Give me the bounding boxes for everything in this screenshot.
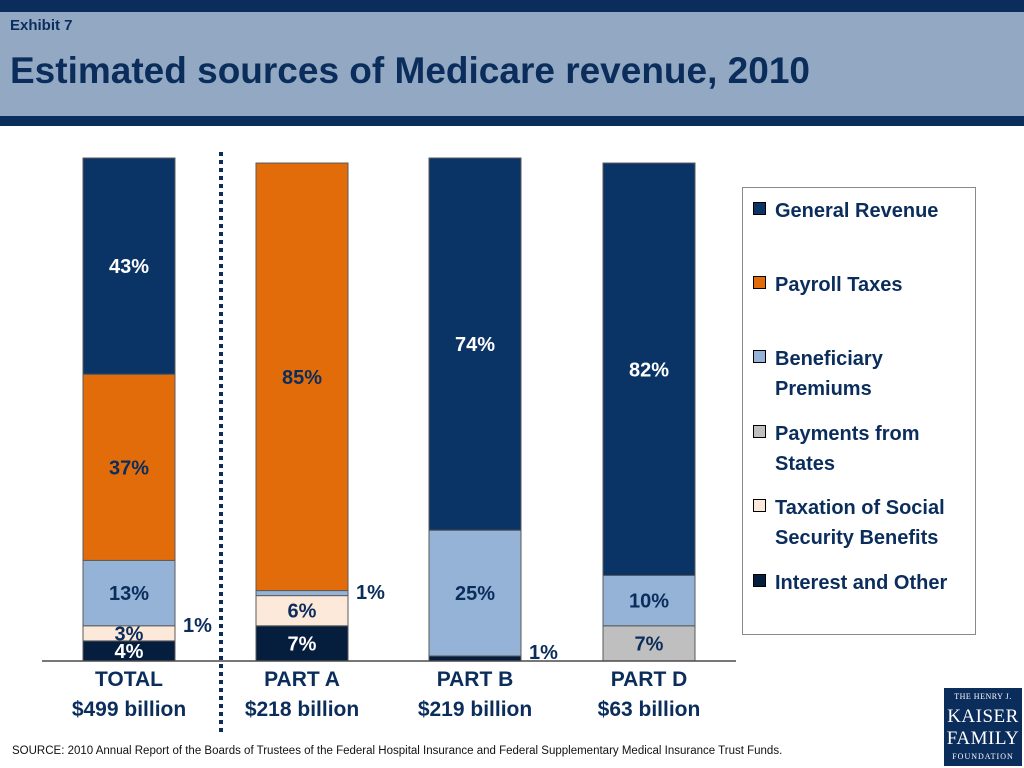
- x-tick-label: PART A: [264, 668, 340, 691]
- data-label: 3%: [115, 623, 144, 645]
- bar-segment: [82, 373, 176, 561]
- data-label: 13%: [109, 583, 149, 605]
- bar-segment: [602, 625, 696, 662]
- legend-item-payroll-taxes: Payroll Taxes: [753, 270, 975, 300]
- legend-item-payments-from-states: Payments from States: [753, 419, 975, 479]
- legend-item-taxation-of-social-security: Taxation of Social Security Benefits: [753, 493, 975, 553]
- bar-segment: [428, 157, 522, 531]
- logo-line: FOUNDATION: [952, 752, 1014, 761]
- page-title: Estimated sources of Medicare revenue, 2…: [10, 50, 810, 91]
- legend-label: Beneficiary Premiums: [775, 348, 883, 400]
- bar-segment: [255, 162, 349, 592]
- data-label: 85%: [282, 367, 322, 389]
- data-label: 43%: [109, 256, 149, 278]
- legend-swatch: [753, 574, 766, 587]
- legend-label: Interest and Other: [775, 572, 948, 594]
- stacked-bar-chart: 4%3% 13% 37% 43% 7% 6% 85% 25% 74% 7% 10% 82% 1% 1% 1%…: [42, 152, 736, 732]
- outside-data-label: 1%: [356, 582, 385, 604]
- outside-data-label: 1%: [529, 642, 558, 664]
- bar-segment: [255, 595, 349, 627]
- logo-line: FAMILY: [946, 728, 1020, 749]
- header-band: [0, 12, 1024, 116]
- legend-label: Payroll Taxes: [775, 274, 903, 296]
- bar-segment: [255, 590, 349, 597]
- legend-item-general-revenue: General Revenue: [753, 196, 975, 226]
- x-tick-label: PART D: [611, 668, 688, 691]
- x-tick-label: TOTAL: [95, 668, 163, 691]
- x-tick-sublabel: $218 billion: [245, 698, 359, 721]
- x-tick-label: PART B: [437, 668, 514, 691]
- exhibit-label: Exhibit 7: [10, 17, 73, 34]
- logo-line: THE HENRY J.: [954, 692, 1012, 701]
- bar-segment: [602, 574, 696, 627]
- data-label: 10%: [629, 591, 669, 613]
- bar-segment: [602, 162, 696, 576]
- source-note: SOURCE: 2010 Annual Report of the Boards…: [12, 745, 783, 757]
- x-tick-sublabel: $499 billion: [72, 698, 186, 721]
- logo-line: KAISER: [947, 706, 1019, 727]
- data-label: 25%: [455, 583, 495, 605]
- legend-label: General Revenue: [775, 200, 939, 222]
- legend-item-beneficiary-premiums: Beneficiary Premiums: [753, 344, 975, 404]
- legend-item-interest-and-other: Interest and Other: [753, 568, 975, 598]
- legend-label: Payments from States: [775, 423, 920, 475]
- bar-segment: [428, 655, 522, 662]
- legend-swatch: [753, 350, 766, 363]
- data-label: 4%: [115, 641, 144, 663]
- data-label: 7%: [635, 633, 664, 655]
- legend-swatch: [753, 499, 766, 512]
- bar-segment: [82, 559, 176, 627]
- data-label: 74%: [455, 334, 495, 356]
- bar-segment: [428, 529, 522, 657]
- kaiser-family-foundation-logo: THE HENRY J. KAISER FAMILY FOUNDATION: [944, 688, 1022, 766]
- x-tick-sublabel: $219 billion: [418, 698, 532, 721]
- bar-segment: [255, 625, 349, 662]
- data-label: 7%: [288, 633, 317, 655]
- legend-swatch: [753, 425, 766, 438]
- data-label: 82%: [629, 359, 669, 381]
- legend-swatch: [753, 276, 766, 289]
- data-label: 37%: [109, 457, 149, 479]
- legend-label: Taxation of Social Security Benefits: [775, 497, 945, 549]
- top-bar: [0, 0, 1024, 12]
- bar-segment: [82, 157, 176, 375]
- data-label: 6%: [288, 601, 317, 623]
- legend-swatch: [753, 202, 766, 215]
- outside-data-label: 1%: [183, 615, 212, 637]
- chart-legend: General Revenue Payroll Taxes Beneficiar…: [742, 187, 976, 635]
- x-tick-sublabel: $63 billion: [598, 698, 701, 721]
- header-bottom-bar: [0, 116, 1024, 126]
